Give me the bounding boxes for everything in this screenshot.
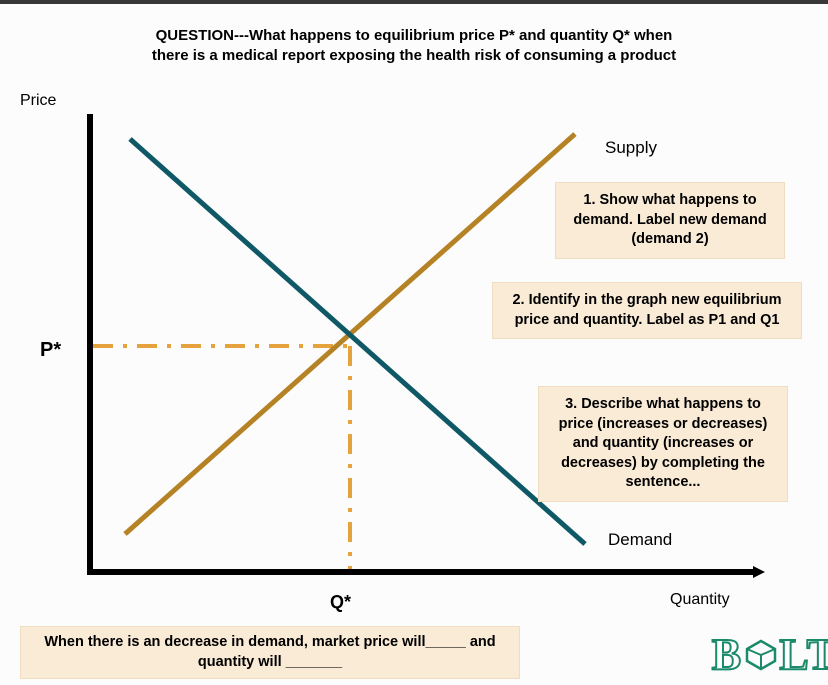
demand-curve: [130, 139, 585, 544]
supply-label: Supply: [605, 138, 657, 158]
question-text: QUESTION---What happens to equilibrium p…: [60, 26, 768, 67]
p-star-label: P*: [40, 339, 61, 362]
instruction-box-1: 1. Show what happens to demand. Label ne…: [555, 182, 785, 259]
fill-blank-sentence: When there is an decrease in demand, mar…: [20, 626, 520, 679]
question-line1: QUESTION---What happens to equilibrium p…: [156, 27, 673, 44]
question-line2: there is a medical report exposing the h…: [152, 47, 676, 64]
axis-label-price: Price: [20, 92, 56, 110]
q-star-label: Q*: [330, 592, 351, 613]
bolt-b: B: [712, 630, 743, 679]
x-axis-arrow: [753, 566, 765, 578]
bolt-logo: BOLT: [712, 629, 828, 680]
instruction-box-2: 2. Identify in the graph new equilibrium…: [492, 282, 802, 339]
bolt-o-wrap: O: [743, 629, 779, 680]
demand-label: Demand: [608, 530, 672, 550]
instruction-box-3: 3. Describe what happens to price (incre…: [538, 386, 788, 502]
axis-label-quantity: Quantity: [670, 591, 730, 609]
bolt-lt: LT: [779, 630, 828, 679]
